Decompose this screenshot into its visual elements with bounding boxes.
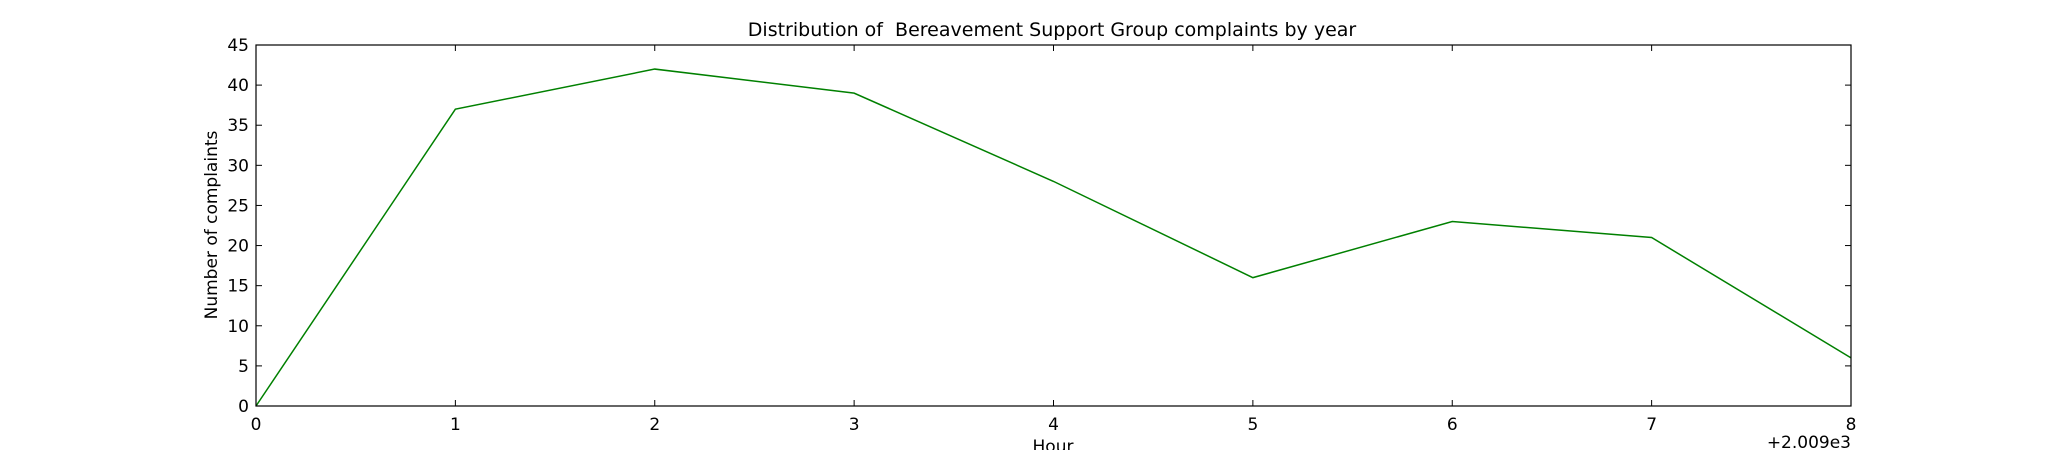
y-tick-label: 5	[238, 357, 249, 377]
x-tick-label: 5	[1247, 415, 1258, 435]
x-tick-label: 2	[649, 415, 660, 435]
x-offset-label: +2.009e3	[1767, 433, 1851, 450]
y-tick-label: 35	[227, 116, 249, 136]
y-axis-label: Number of complaints	[202, 130, 222, 319]
y-tick-label: 40	[227, 76, 249, 96]
x-tick-label: 4	[1048, 415, 1059, 435]
x-tick-label: 3	[849, 415, 860, 435]
x-tick-label: 1	[450, 415, 461, 435]
y-tick-label: 30	[227, 156, 249, 176]
x-tick-label: 7	[1646, 415, 1657, 435]
y-tick-label: 45	[227, 36, 249, 56]
series-line	[255, 68, 1852, 407]
plot-frame	[255, 44, 1852, 407]
x-tick-label: 0	[251, 415, 262, 435]
x-axis-label: Hour	[1033, 437, 1074, 450]
y-tick-label: 20	[227, 237, 249, 257]
chart-title: Distribution of Bereavement Support Grou…	[748, 19, 1357, 41]
x-tick-label: 6	[1447, 415, 1458, 435]
y-tick-label: 0	[238, 397, 249, 417]
y-tick-label: 25	[227, 196, 249, 216]
series-layer	[255, 68, 1852, 407]
x-tick-label: 8	[1846, 415, 1857, 435]
y-tick-label: 15	[227, 277, 249, 297]
y-tick-label: 10	[227, 317, 249, 337]
